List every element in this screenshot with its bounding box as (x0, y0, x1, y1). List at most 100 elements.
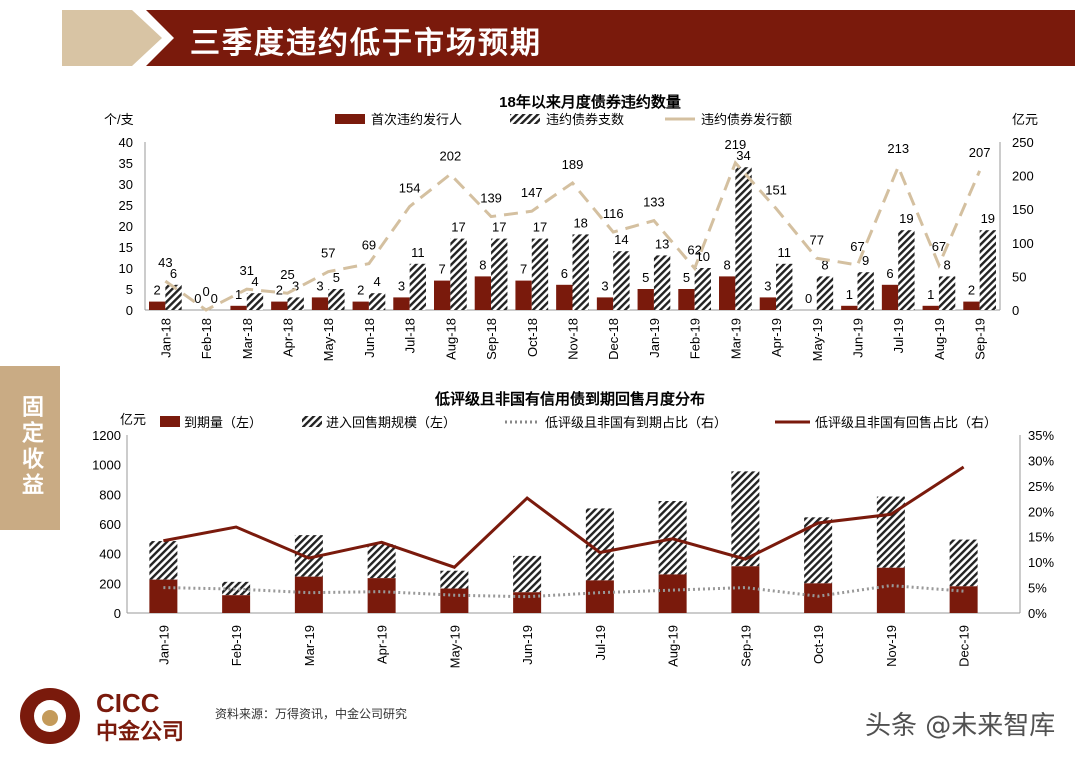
legend-label: 首次违约发行人 (371, 112, 462, 127)
y-tick-left: 400 (99, 547, 121, 562)
data-label-amount: 31 (240, 263, 254, 278)
y-tick-left: 35 (119, 156, 133, 171)
y-tick-left: 30 (119, 177, 133, 192)
legend-swatch (160, 416, 180, 427)
data-label-bonds: 14 (614, 232, 628, 247)
bar-first-default (515, 280, 532, 310)
data-label-bonds: 34 (736, 148, 750, 163)
bar-maturity (658, 574, 687, 613)
data-label-bonds: 11 (411, 245, 425, 260)
legend-label: 低评级且非国有到期占比（右） (545, 415, 727, 430)
x-tick: Apr-18 (281, 318, 296, 357)
data-label-bonds: 19 (981, 211, 995, 226)
data-label-first: 1 (235, 287, 242, 302)
x-tick: Sep-19 (973, 318, 988, 360)
data-label-first: 5 (642, 270, 649, 285)
data-label-bonds: 6 (170, 266, 177, 281)
data-label-bonds: 8 (943, 257, 950, 272)
left-axis-unit: 个/支 (104, 112, 134, 127)
bar-default-bonds (735, 167, 752, 310)
bar-first-default (881, 284, 899, 310)
bar-default-bonds (816, 276, 834, 310)
x-tick: Jan-18 (158, 318, 173, 358)
bar-maturity (585, 580, 614, 613)
line-default-amount (164, 159, 982, 312)
data-label-bonds: 9 (862, 253, 869, 268)
data-label-amount: 213 (887, 141, 909, 156)
slide-title: 三季度违约低于市场预期 (190, 26, 542, 61)
bar-first-default (922, 305, 939, 310)
logo-dot (42, 710, 58, 726)
bar-default-bonds (450, 238, 467, 310)
bar-first-default (352, 301, 369, 310)
legend-swatch (335, 114, 365, 124)
y-tick-right: 100 (1012, 236, 1034, 251)
bar-first-default (759, 297, 777, 310)
data-label-bonds: 3 (292, 278, 299, 293)
x-tick: Apr-19 (769, 318, 784, 357)
x-tick: Aug-19 (666, 625, 681, 667)
y-tick-right: 10% (1028, 555, 1054, 570)
bar-first-default (230, 305, 247, 310)
data-label-first: 6 (886, 266, 893, 281)
y-tick-left: 1200 (92, 428, 121, 443)
data-label-bonds: 5 (333, 270, 340, 285)
data-label-first: 8 (479, 257, 486, 272)
bar-first-default (271, 301, 288, 310)
data-label-first: 7 (520, 262, 527, 277)
data-label-amount: 189 (562, 157, 584, 172)
x-tick: Sep-18 (484, 318, 499, 360)
bar-default-bonds (165, 284, 182, 310)
bar-maturity (222, 595, 251, 613)
data-label-amount: 151 (765, 183, 787, 198)
y-tick-right: 15% (1028, 530, 1054, 545)
y-tick-right: 0 (1012, 303, 1019, 318)
x-tick: Feb-19 (229, 625, 244, 666)
logo-text-en: CICC (96, 688, 160, 718)
y-tick-left: 600 (99, 517, 121, 532)
y-tick-left: 1000 (92, 458, 121, 473)
legend-label: 到期量（左） (184, 415, 262, 430)
bar-default-bonds (938, 276, 956, 310)
data-label-first: 3 (398, 278, 405, 293)
data-label-bonds: 17 (492, 220, 506, 235)
header-band (146, 10, 1075, 66)
bar-put-scale (440, 570, 469, 589)
x-tick: May-19 (447, 625, 462, 668)
bar-maturity (876, 567, 905, 613)
data-label-amount: 116 (603, 206, 624, 221)
x-tick: Jul-19 (891, 318, 906, 353)
side-tab (0, 366, 60, 530)
data-label-first: 1 (927, 287, 934, 302)
legend-swatch (510, 114, 540, 124)
logo-text-cn: 中金公司 (96, 720, 185, 745)
data-label-bonds: 17 (533, 220, 547, 235)
bar-default-bonds (368, 293, 386, 310)
data-label-bonds: 17 (451, 220, 465, 235)
data-label-amount: 207 (969, 145, 991, 160)
bar-default-bonds (287, 297, 304, 310)
bar-default-bonds (246, 293, 264, 310)
y-tick-right: 200 (1012, 169, 1034, 184)
data-label-bonds: 11 (778, 245, 792, 260)
y-tick-right: 25% (1028, 479, 1054, 494)
bar-first-default (596, 297, 614, 310)
y-tick-left: 10 (119, 261, 133, 276)
bar-first-default (841, 305, 858, 310)
data-label-first: 3 (601, 278, 608, 293)
x-tick: Oct-18 (525, 318, 540, 357)
y-tick-right: 0% (1028, 606, 1047, 621)
data-label-first: 7 (439, 262, 446, 277)
x-tick: Jul-19 (593, 625, 608, 660)
data-label-amount: 77 (810, 232, 824, 247)
data-label-bonds: 18 (573, 215, 587, 230)
data-label-first: 2 (276, 283, 283, 298)
data-label-amount: 67 (932, 239, 946, 254)
bar-default-bonds (409, 263, 426, 310)
y-tick-right: 50 (1012, 269, 1026, 284)
legend-label: 违约债券发行额 (701, 112, 792, 127)
data-label-amount: 133 (643, 195, 665, 210)
bar-default-bonds (572, 234, 589, 310)
data-label-first: 5 (683, 270, 690, 285)
x-tick: Jun-19 (851, 318, 866, 358)
